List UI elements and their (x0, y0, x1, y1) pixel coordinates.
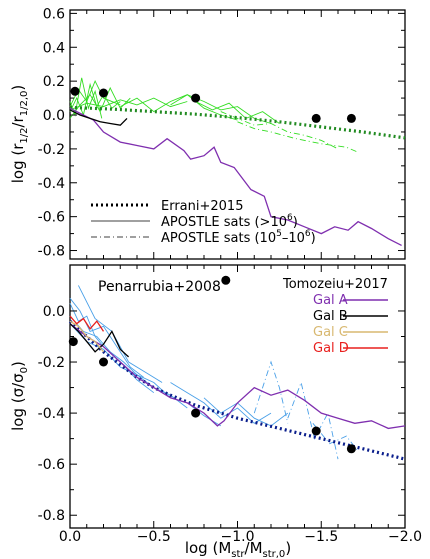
top-y-tick-label-7: -0.8 (38, 244, 65, 260)
legend-apostle-big-label: APOSTLE sats (>106) (161, 213, 298, 230)
top-y-tick-label-3: 0.0 (43, 108, 65, 124)
legend-gal-a-label: Gal A (313, 293, 348, 308)
bot-series-line-0 (68, 320, 406, 461)
top-y-tick-label-1: 0.4 (43, 40, 65, 56)
top-series-line-0 (69, 105, 406, 140)
bottom-y-ticks: 0.0 -0.2 -0.4 -0.6 -0.8 (38, 304, 405, 524)
bot-series-line-4 (69, 315, 105, 332)
apostle-blue-dashdot-line-2 (312, 423, 359, 452)
legend-apostle-small-label: APOSTLE sats (105–106) (161, 229, 316, 246)
x-tick-label-0: 0.0 (59, 529, 81, 545)
bot-series-line-2 (69, 323, 130, 358)
bottom-y-axis-label: log (σ/σ0) (9, 361, 30, 431)
apostle-blue-dashdot-line-0 (253, 360, 289, 424)
bot-data-point-2 (191, 408, 201, 418)
bot-data-point-4 (346, 444, 356, 454)
apostle-green-dashdot-line-1 (237, 121, 359, 153)
bot-data-point-0 (68, 337, 78, 347)
bottom-x-ticks: 0.0 −0.5 −1.0 −1.5 −2.0 (59, 265, 422, 545)
penarrubia-annotation: Penarrubia+2008 (98, 279, 221, 295)
bottom-panel: 0.0-0.2-0.4-0.6-0.8 0.0 −0.5 −1.0 −1.5 −2.0 … (9, 264, 422, 559)
top-y-tick-label-4: -0.2 (38, 142, 65, 158)
top-y-tick-label-2: 0.2 (43, 74, 65, 90)
x-axis-label: log (Mstr/Mstr,0) (185, 539, 291, 559)
bot-y-tick-label-3: -0.6 (38, 457, 65, 473)
apostle-green-line-6 (170, 94, 272, 124)
x-tick-label-4: −2.0 (388, 529, 422, 545)
apostle-blue-line-6 (203, 397, 289, 427)
top-panel: 0.6 0.4 0.2 0.0 -0.2 -0.4 -0.6 -0.8 log (r1/2/r… (9, 6, 406, 260)
top-series-line-1 (69, 107, 402, 246)
bottom-legend: Tomozeiu+2017 Gal A Gal B Gal C Gal D (282, 277, 388, 356)
top-y-tick-label-6: -0.6 (38, 210, 65, 226)
apostle-blue-line-2 (69, 297, 144, 378)
bot-series-line-3 (69, 320, 105, 353)
legend-errani-label: Errani+2015 (161, 199, 243, 214)
bot-series-line-1 (69, 323, 406, 430)
bottom-plot-frame (69, 264, 406, 529)
top-y-tick-label-0: 0.6 (43, 6, 65, 22)
apostle-blue-line-5 (170, 382, 272, 424)
apostle-blue-line-4 (77, 285, 163, 383)
x-tick-label-2: −1.0 (221, 529, 255, 545)
top-data-point-2 (191, 93, 201, 103)
bottom-data-points (68, 275, 356, 454)
legend-gal-d-label: Gal D (313, 341, 349, 356)
apostle-green-line-5 (120, 94, 238, 121)
legend-gal-c-label: Gal C (313, 325, 348, 340)
bot-data-point-5 (221, 275, 231, 285)
legend-title-tomozeiu: Tomozeiu+2017 (282, 277, 388, 292)
x-tick-label-3: −1.5 (304, 529, 338, 545)
legend-gal-b-label: Gal B (313, 309, 348, 324)
top-legend: Errani+2015 APOSTLE sats (>106) APOSTLE … (91, 199, 316, 246)
top-y-tick-label-5: -0.4 (38, 176, 65, 192)
bot-data-point-3 (311, 426, 321, 436)
bot-y-tick-label-2: -0.4 (38, 406, 65, 422)
top-data-point-0 (70, 86, 80, 96)
top-data-point-3 (311, 113, 321, 123)
top-y-axis-label: log (r1/2/r1/2,0) (9, 85, 30, 183)
x-tick-label-1: −0.5 (137, 529, 171, 545)
bot-y-tick-label-1: -0.2 (38, 355, 65, 371)
bottom-series-lines (68, 315, 406, 461)
apostle-green-line-7 (195, 101, 280, 124)
bot-y-tick-label-4: -0.8 (38, 508, 65, 524)
top-data-point-4 (346, 113, 356, 123)
top-y-ticks: 0.6 0.4 0.2 0.0 -0.2 -0.4 -0.6 -0.8 (38, 6, 405, 260)
top-x-ticks (69, 10, 406, 259)
top-series-line-2 (69, 109, 128, 126)
bot-data-point-1 (99, 357, 108, 367)
top-data-points (70, 86, 356, 123)
top-series-lines (69, 105, 406, 246)
bot-y-tick-label-0: 0.0 (43, 304, 65, 320)
apostle-blue-dashdot-line-1 (287, 380, 339, 460)
top-data-point-1 (99, 88, 108, 98)
